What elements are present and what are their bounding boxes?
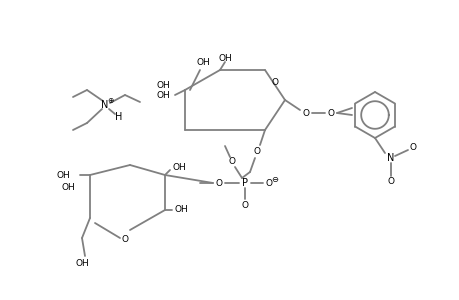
Text: N: N — [101, 100, 108, 110]
Text: OH: OH — [61, 182, 75, 191]
Text: OH: OH — [56, 170, 70, 179]
Text: O: O — [271, 77, 278, 86]
Text: O: O — [121, 236, 128, 244]
Text: OH: OH — [174, 206, 188, 214]
Text: OH: OH — [75, 260, 89, 268]
Text: H: H — [115, 112, 123, 122]
Text: O: O — [409, 143, 415, 152]
Text: O: O — [327, 109, 334, 118]
Text: OH: OH — [173, 163, 186, 172]
Text: ⊕: ⊕ — [106, 95, 113, 104]
Text: OH: OH — [156, 80, 170, 89]
Text: O: O — [265, 178, 272, 188]
Text: P: P — [241, 178, 247, 188]
Text: O: O — [253, 148, 260, 157]
Text: ⊖: ⊖ — [271, 175, 278, 184]
Text: N: N — [386, 153, 394, 163]
Text: O: O — [241, 200, 248, 209]
Text: OH: OH — [156, 91, 169, 100]
Text: OH: OH — [218, 53, 231, 62]
Text: O: O — [215, 178, 222, 188]
Text: O: O — [228, 157, 235, 166]
Text: O: O — [386, 178, 394, 187]
Text: O: O — [302, 109, 309, 118]
Text: OH: OH — [196, 58, 209, 67]
